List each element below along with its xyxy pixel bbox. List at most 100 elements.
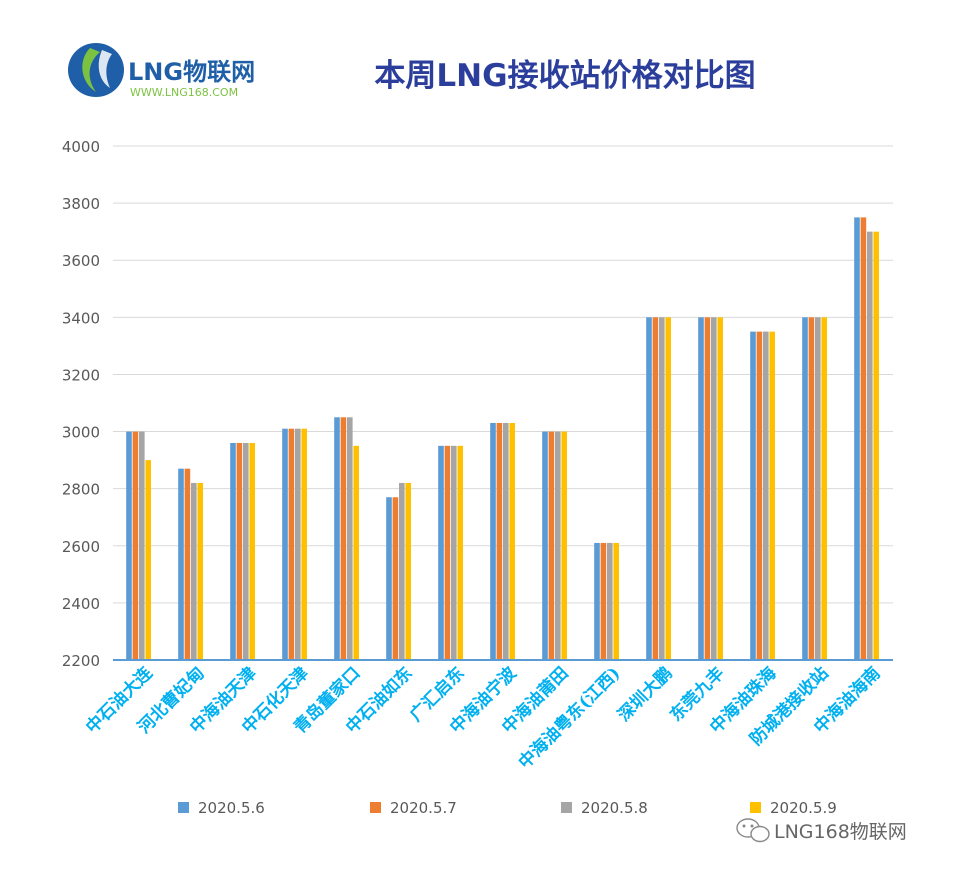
bar — [750, 331, 756, 660]
bar — [145, 460, 151, 660]
bar — [386, 497, 392, 660]
bar — [704, 317, 711, 660]
bar — [236, 442, 243, 660]
bar — [646, 317, 652, 660]
bar — [594, 542, 600, 660]
bar — [763, 331, 769, 660]
bar — [132, 431, 139, 660]
bar — [821, 317, 827, 660]
bar-group — [334, 417, 359, 660]
bar — [347, 417, 353, 660]
bar-group — [386, 482, 411, 660]
bar — [392, 497, 399, 660]
bar — [457, 445, 463, 660]
legend-label: 2020.5.8 — [581, 799, 648, 817]
legend-label: 2020.5.9 — [770, 799, 837, 817]
bar-group — [542, 431, 567, 660]
bar — [652, 317, 659, 660]
bar — [126, 431, 132, 660]
bar — [334, 417, 340, 660]
bar — [340, 417, 347, 660]
bar-group — [594, 542, 619, 660]
y-tick-label: 2200 — [62, 652, 100, 670]
bar — [665, 317, 671, 660]
bar-group — [282, 428, 307, 660]
bar-group — [178, 468, 203, 660]
bar-group — [750, 331, 775, 660]
y-tick-label: 3600 — [62, 252, 100, 270]
bar — [561, 431, 567, 660]
bar — [555, 431, 561, 660]
y-tick-label: 3200 — [62, 366, 100, 384]
category-label: 深圳大鹏 — [614, 663, 677, 726]
bar — [659, 317, 665, 660]
bar — [243, 442, 249, 660]
legend: 2020.5.6 2020.5.7 2020.5.8 2020.5.9 — [178, 799, 837, 817]
bar-group — [802, 317, 827, 660]
legend-swatch — [750, 802, 761, 813]
legend-swatch — [561, 802, 572, 813]
legend-item: 2020.5.9 — [750, 799, 837, 817]
bar — [438, 445, 444, 660]
y-tick-label: 3400 — [62, 309, 100, 327]
bar — [711, 317, 717, 660]
bar — [399, 482, 405, 660]
y-axis-ticks: 2200 2400 2600 2800 3000 3200 3400 3600 3800 4000 — [62, 138, 100, 670]
bar — [444, 445, 451, 660]
wechat-icon — [736, 818, 770, 843]
logo-leaf-icon — [68, 43, 124, 97]
y-tick-label: 2600 — [62, 538, 100, 556]
bar — [301, 428, 307, 660]
bar — [867, 231, 873, 660]
legend-item: 2020.5.8 — [561, 799, 648, 817]
bar — [607, 542, 613, 660]
bar-group — [646, 317, 671, 660]
legend-swatch — [178, 802, 189, 813]
legend-item: 2020.5.6 — [178, 799, 265, 817]
y-tick-label: 2400 — [62, 595, 100, 613]
bars — [126, 217, 879, 660]
bar-group — [490, 422, 515, 660]
legend-item: 2020.5.7 — [370, 799, 457, 817]
bar — [282, 428, 288, 660]
bar — [548, 431, 555, 660]
bar — [815, 317, 821, 660]
bar — [503, 422, 509, 660]
bar-group — [126, 431, 151, 660]
y-tick-label: 4000 — [62, 138, 100, 156]
bar — [717, 317, 723, 660]
bar — [295, 428, 301, 660]
bar — [802, 317, 808, 660]
watermark: LNG168物联网 — [736, 818, 907, 843]
bar — [854, 217, 860, 660]
bar — [451, 445, 457, 660]
bar — [509, 422, 515, 660]
y-tick-label: 3000 — [62, 424, 100, 442]
legend-label: 2020.5.7 — [390, 799, 457, 817]
chart-title: 本周LNG接收站价格对比图 — [374, 58, 755, 94]
bar — [139, 431, 145, 660]
bar — [613, 542, 619, 660]
bar-group — [854, 217, 879, 660]
legend-swatch — [370, 802, 381, 813]
logo: LNG物联网 WWW.LNG168.COM — [68, 43, 255, 99]
bar — [191, 482, 197, 660]
bar — [178, 468, 184, 660]
bar — [496, 422, 503, 660]
bar — [860, 217, 867, 660]
category-labels: 中石油大连河北曹妃甸中海油天津中石化天津青岛董家口中石油如东广汇启东中海油宁波中… — [82, 662, 885, 773]
bar — [249, 442, 255, 660]
bar — [490, 422, 496, 660]
bar — [756, 331, 763, 660]
bar — [288, 428, 295, 660]
bar — [405, 482, 411, 660]
bar — [197, 482, 203, 660]
bar — [184, 468, 191, 660]
bar — [353, 445, 359, 660]
bar — [769, 331, 775, 660]
bar — [230, 442, 236, 660]
bar-group — [698, 317, 723, 660]
legend-label: 2020.5.6 — [198, 799, 265, 817]
bar — [698, 317, 704, 660]
